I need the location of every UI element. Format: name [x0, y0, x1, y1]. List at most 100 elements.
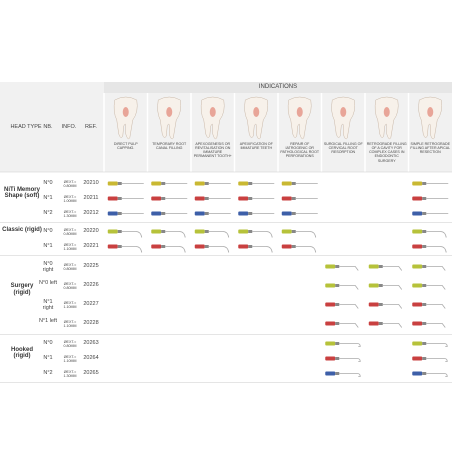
- tool-handle: [151, 229, 162, 234]
- tooth-icon: [244, 96, 268, 140]
- tool-handle: [238, 181, 249, 186]
- tool-collar: [161, 212, 166, 215]
- column-header: INFO.: [61, 124, 77, 130]
- info: ØEXT.= 1.10MM: [63, 300, 77, 309]
- tool-shaft: [426, 246, 447, 253]
- indication-label: APEXIFICATION OF IMMATURE TEETH: [239, 142, 273, 151]
- tool-collar: [248, 182, 253, 185]
- ref: 20227: [83, 301, 99, 307]
- tool-handle: [107, 181, 118, 186]
- tool-collar: [422, 182, 427, 185]
- tool-shaft: [426, 285, 446, 290]
- ref: 20225: [83, 263, 99, 269]
- head-type: Surgery (rigid): [10, 283, 34, 296]
- tool-shaft: [382, 304, 403, 309]
- tool-handle: [151, 211, 162, 216]
- tool-collar: [378, 303, 383, 306]
- tool-shaft: [382, 323, 403, 328]
- tooth-pulp: [209, 107, 216, 117]
- tool-shaft: [339, 323, 359, 328]
- ref: 20221: [83, 243, 99, 249]
- tool-handle: [412, 244, 423, 249]
- tool-handle: [281, 181, 292, 186]
- nb: N°0: [43, 228, 53, 234]
- tooth-icon: [331, 96, 355, 140]
- tool-handle: [325, 264, 336, 269]
- tool-handle: [194, 244, 205, 249]
- nb: N°1: [43, 243, 53, 249]
- tool-collar: [378, 322, 383, 325]
- ref: 20220: [83, 228, 99, 234]
- indication-label: RETROGRADE FILLING OF A CAVITY FOR COMPL…: [366, 142, 407, 163]
- tool-handle: [151, 196, 162, 201]
- nb: N°0: [43, 180, 53, 186]
- tool-handle: [107, 196, 118, 201]
- tool-shaft: [295, 231, 317, 238]
- tool-shaft: [426, 343, 448, 347]
- tool-collar: [422, 357, 427, 360]
- tool-shaft: [121, 246, 143, 253]
- tool-handle: [412, 211, 423, 216]
- tool-shaft: [339, 358, 361, 362]
- tool-collar: [422, 245, 427, 248]
- tool-handle: [412, 196, 423, 201]
- tool-handle: [325, 356, 336, 361]
- tool-collar: [204, 197, 209, 200]
- tool-handle: [281, 229, 292, 234]
- tool-handle: [368, 264, 379, 269]
- tool-collar: [422, 212, 427, 215]
- tool-collar: [204, 182, 209, 185]
- tool-handle: [238, 211, 249, 216]
- tool-collar: [117, 230, 122, 233]
- tooth-pulp: [166, 107, 173, 117]
- info: ØEXT.= 1.00MM: [63, 194, 77, 203]
- tool-handle: [325, 302, 336, 307]
- column-header: REF.: [85, 124, 97, 130]
- tool-collar: [422, 322, 427, 325]
- tool-collar: [161, 245, 166, 248]
- tool-handle: [412, 302, 423, 307]
- tool-shaft: [165, 231, 186, 238]
- nb: N°1: [43, 355, 53, 361]
- tooth-pulp: [296, 107, 303, 117]
- nb: N°2: [43, 370, 53, 376]
- tool-handle: [238, 244, 249, 249]
- tool-shaft: [426, 231, 447, 238]
- info: ØEXT.= 1.30MM: [63, 369, 77, 378]
- tool-handle: [412, 283, 423, 288]
- tool-handle: [412, 371, 423, 376]
- head-type: Classic (rigid): [2, 227, 42, 233]
- ref: 20265: [83, 370, 99, 376]
- tool-handle: [194, 229, 205, 234]
- tool-collar: [378, 284, 383, 287]
- indication-label: REPAIR OF IATROGENIC OR PATHOLOGICAL ROO…: [280, 142, 320, 159]
- tool-collar: [248, 212, 253, 215]
- tool-shaft: [339, 343, 361, 347]
- tool-handle: [281, 244, 292, 249]
- tool-collar: [204, 245, 209, 248]
- tool-handle: [238, 196, 249, 201]
- tool-collar: [335, 372, 340, 375]
- tool-handle: [368, 321, 379, 326]
- tool-shaft: [339, 304, 359, 309]
- tool-shaft: [382, 285, 403, 290]
- tooth-icon: [418, 96, 442, 140]
- info: ØEXT.= 0.80MM: [63, 179, 77, 188]
- tool-handle: [368, 283, 379, 288]
- tool-collar: [422, 197, 427, 200]
- tool-handle: [325, 321, 336, 326]
- tool-collar: [422, 230, 427, 233]
- indication-label: DIRECT PULP CAPPING.: [113, 142, 138, 151]
- column-header: HEAD TYPE: [10, 124, 42, 130]
- tool-shaft: [426, 266, 446, 271]
- indication-label: TEMPORARY ROOT CANAL FILLING: [152, 142, 187, 151]
- tool-handle: [412, 264, 423, 269]
- tool-shaft: [426, 304, 446, 309]
- nb: N°2: [43, 210, 53, 216]
- info: ØEXT.= 0.80MM: [63, 339, 77, 348]
- tool-handle: [281, 196, 292, 201]
- tool-collar: [161, 197, 166, 200]
- header-band: [0, 82, 452, 172]
- tool-collar: [422, 284, 427, 287]
